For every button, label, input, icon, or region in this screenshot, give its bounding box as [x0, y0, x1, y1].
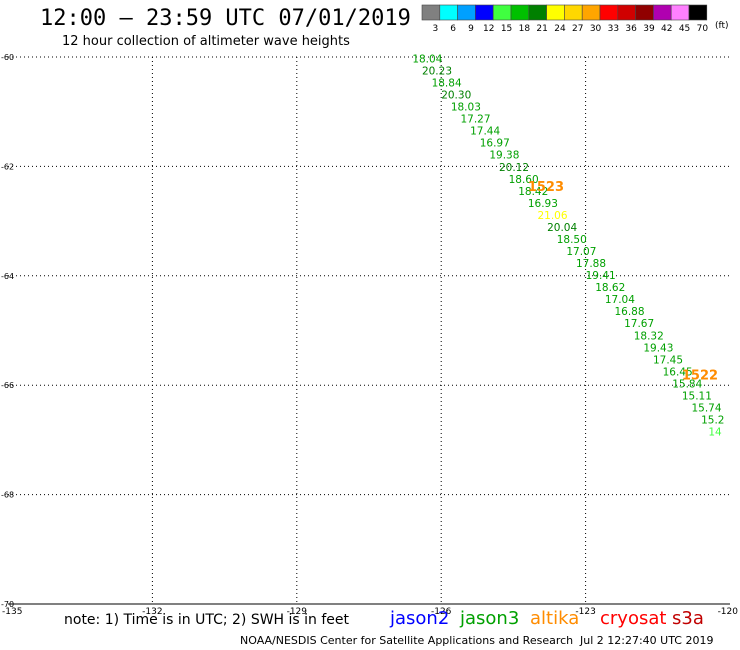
lat-tick-label: -70 [1, 600, 14, 609]
wave-height-value: 17.27 [460, 114, 490, 126]
color-scale-unit: (ft) [715, 21, 729, 31]
lon-tick-label: -123 [575, 607, 595, 617]
generated-timestamp: Jul 2 12:27:40 UTC 2019 [580, 634, 714, 647]
color-scale-label: 21 [536, 24, 547, 34]
satellite-legend-item: cryosat [600, 608, 667, 629]
credit-text: NOAA/NESDIS Center for Satellite Applica… [240, 634, 574, 647]
color-scale-label: 18 [519, 24, 531, 34]
wave-height-value: 18.84 [432, 78, 462, 90]
color-scale-label: 36 [625, 24, 637, 34]
wave-height-value: 17.67 [624, 318, 654, 330]
color-scale-label: 70 [697, 24, 709, 34]
satellite-legend-item: jason3 [460, 608, 520, 629]
wave-height-value: 20.30 [441, 90, 471, 102]
footer-note: note: 1) Time is in UTC; 2) SWH is in fe… [64, 612, 350, 628]
wave-height-value: 16.97 [480, 138, 510, 150]
lon-tick-label: -120 [718, 607, 739, 617]
lat-tick-label: -64 [1, 272, 14, 281]
wave-height-value: 18.32 [634, 330, 664, 342]
color-scale-label: 42 [661, 24, 672, 34]
lat-tick-label: -68 [1, 491, 14, 500]
wave-height-value: 18.42 [518, 186, 548, 198]
wave-height-value: 17.07 [566, 246, 596, 258]
color-scale-label: 30 [590, 24, 602, 34]
lat-tick-label: -62 [1, 162, 14, 171]
lon-tick-label: -129 [287, 607, 308, 617]
color-scale-label: 24 [554, 24, 566, 34]
wave-height-value: 16.88 [614, 306, 644, 318]
lat-tick-label: -66 [1, 381, 14, 390]
color-scale-label: 39 [643, 24, 655, 34]
color-scale-label: 3 [432, 24, 438, 34]
color-scale-label: 33 [608, 24, 619, 34]
wave-height-value: 19.38 [489, 150, 519, 162]
page-title: 12:00 – 23:59 UTC 07/01/2019 [40, 6, 411, 31]
wave-height-value: 17.45 [653, 354, 683, 366]
color-scale: 3 6 9 12 15 18 21 24 27 30 33 36 39 42 45 70 [421, 4, 709, 34]
wave-height-value: 15.74 [691, 402, 721, 414]
wave-height-value: 15.2 [701, 414, 724, 426]
color-scale-label: 12 [483, 24, 494, 34]
lon-tick-label: -132 [142, 607, 162, 617]
satellite-legend-item: altika [530, 608, 580, 629]
wave-height-value: 16.45 [663, 366, 693, 378]
satellite-legend-item: s3a [672, 608, 704, 629]
track-id-label: 1523 [528, 180, 564, 195]
wave-height-value: 19.41 [586, 270, 616, 282]
wave-height-value: 18.60 [509, 174, 539, 186]
wave-height-value: 18.62 [595, 282, 625, 294]
color-scale-label: 9 [468, 24, 474, 34]
lon-tick-label: -135 [2, 607, 22, 617]
page-subtitle: 12 hour collection of altimeter wave hei… [62, 34, 350, 49]
color-scale-label: 6 [450, 24, 456, 34]
wave-height-value: 18.50 [557, 234, 587, 246]
color-scale-label: 15 [501, 24, 512, 34]
wave-height-value: 19.43 [643, 342, 673, 354]
wave-height-value: 15.11 [682, 390, 712, 402]
wave-height-value: 14 [708, 427, 722, 439]
wave-height-value: 17.44 [470, 126, 500, 138]
wave-height-value: 15.84 [672, 378, 702, 390]
lat-tick-label: -60 [1, 53, 14, 62]
wave-height-value: 17.88 [576, 258, 606, 270]
wave-height-value: 18.04 [412, 53, 442, 65]
wave-height-value: 16.93 [528, 198, 558, 210]
track-id-label: 1522 [682, 369, 718, 384]
color-scale-swatch [688, 4, 708, 21]
wave-height-value: 20.04 [547, 222, 577, 234]
wave-height-value: 20.23 [422, 66, 452, 78]
wave-height-value: 21.06 [537, 210, 567, 222]
lon-tick-label: -126 [431, 607, 452, 617]
color-scale-label: 45 [679, 24, 690, 34]
wave-height-value: 17.04 [605, 294, 635, 306]
wave-height-value: 20.12 [499, 162, 529, 174]
wave-height-value: 18.03 [451, 102, 481, 114]
satellite-legend-item: jason2 [390, 608, 450, 629]
color-scale-label: 27 [572, 24, 583, 34]
